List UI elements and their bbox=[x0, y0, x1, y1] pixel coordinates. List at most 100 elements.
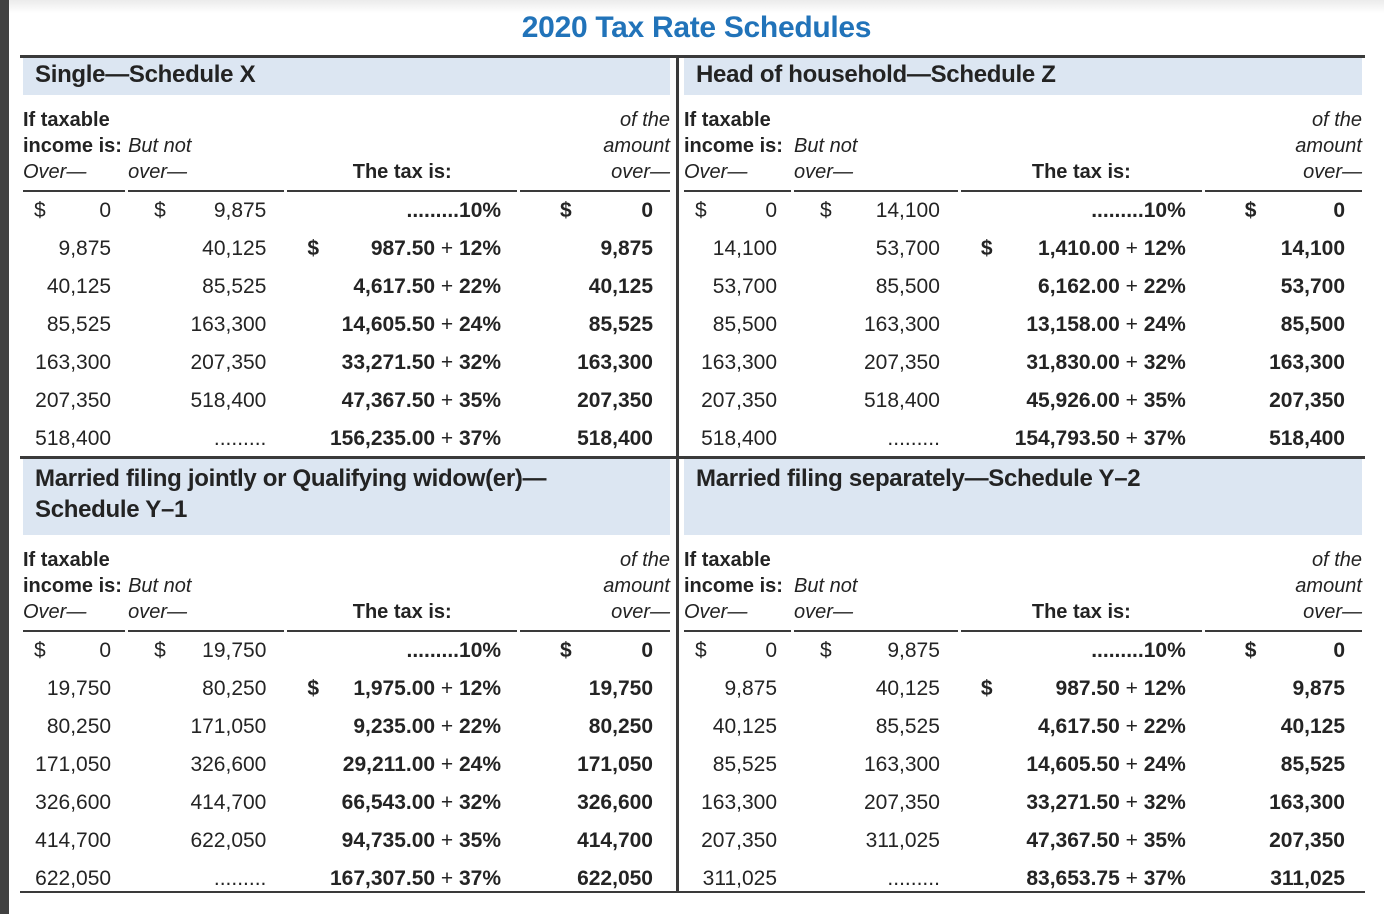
cell-value: 85,500 bbox=[712, 313, 778, 336]
tax-bracket-row: 40,125 85,525 4,617.50 + 22% 40,125 bbox=[684, 708, 1362, 746]
bracket-of-amount-over: 326,600 bbox=[520, 784, 670, 822]
cell-value: 1,975.00 + 12% bbox=[353, 677, 502, 700]
cell-value: 9,875 bbox=[58, 237, 112, 260]
bracket-over-amount: 207,350 bbox=[23, 382, 125, 420]
dollar-sign: $ bbox=[560, 199, 572, 222]
cell-value: 207,350 bbox=[190, 351, 267, 374]
cell-value: 0 bbox=[641, 639, 653, 662]
bracket-but-not-over-amount: $9,875 bbox=[794, 632, 958, 670]
bracket-tax-formula: .........10% bbox=[961, 632, 1202, 670]
dollar-sign: $ bbox=[307, 237, 320, 260]
cell-value: 4,617.50 + 22% bbox=[353, 275, 502, 298]
dollar-sign: $ bbox=[820, 639, 832, 662]
cell-value: 80,250 bbox=[46, 715, 112, 738]
col-header-amount-over: of the amount over— bbox=[520, 95, 670, 192]
cell-value: 414,700 bbox=[577, 829, 653, 852]
bracket-of-amount-over: 622,050 bbox=[520, 860, 670, 898]
bracket-tax-formula: $1,975.00 + 12% bbox=[287, 670, 517, 708]
cell-value: 4,617.50 + 22% bbox=[1038, 715, 1186, 738]
bracket-tax-formula: 6,162.00 + 22% bbox=[961, 268, 1202, 306]
cell-value: 171,050 bbox=[35, 753, 112, 776]
bracket-of-amount-over: 40,125 bbox=[1205, 708, 1362, 746]
col-header-amount-over: of the amount over— bbox=[520, 535, 670, 632]
dollar-sign: $ bbox=[695, 199, 707, 222]
bracket-over-amount: 80,250 bbox=[23, 708, 125, 746]
cell-value: 163,300 bbox=[190, 313, 267, 336]
cell-value: 163,300 bbox=[35, 351, 112, 374]
tax-bracket-row: 163,300 207,350 33,271.50 + 32% 163,300 bbox=[684, 784, 1362, 822]
schedule-x-table: Single—Schedule X If taxable income is: … bbox=[20, 55, 673, 458]
dollar-sign: $ bbox=[820, 199, 832, 222]
bracket-over-amount: 85,525 bbox=[684, 746, 791, 784]
cell-value: 207,350 bbox=[577, 389, 653, 412]
cell-value: 311,025 bbox=[1270, 867, 1345, 890]
col-header-tax-is: The tax is: bbox=[960, 535, 1202, 632]
cell-value: 326,600 bbox=[35, 791, 112, 814]
bracket-of-amount-over: 85,525 bbox=[1205, 746, 1362, 784]
col-header-over: If taxable income is: Over— bbox=[684, 535, 792, 632]
bracket-over-amount: 163,300 bbox=[23, 344, 125, 382]
bracket-but-not-over-amount: 171,050 bbox=[128, 708, 284, 746]
cell-value: 518,400 bbox=[701, 427, 778, 450]
column-headers: If taxable income is: Over— But not over… bbox=[23, 535, 670, 632]
bracket-tax-formula: 47,367.50 + 35% bbox=[287, 382, 517, 420]
cell-value: 326,600 bbox=[190, 753, 267, 776]
bracket-over-amount: $0 bbox=[684, 632, 791, 670]
cell-value: 85,525 bbox=[875, 715, 940, 738]
cell-value: 622,050 bbox=[190, 829, 267, 852]
schedule-y1-title: Married filing jointly or Qualifying wid… bbox=[23, 458, 670, 535]
bracket-over-amount: 9,875 bbox=[684, 670, 791, 708]
tax-bracket-row: $0 $9,875 .........10% $0 bbox=[684, 632, 1362, 670]
schedule-title-line1: Married filing jointly or Qualifying wid… bbox=[35, 465, 547, 492]
bracket-tax-formula: 9,235.00 + 22% bbox=[287, 708, 517, 746]
cell-value: 518,400 bbox=[35, 427, 112, 450]
bracket-of-amount-over: 207,350 bbox=[1205, 822, 1362, 860]
tax-bracket-row: 163,300 207,350 33,271.50 + 32% 163,300 bbox=[23, 344, 670, 382]
tax-bracket-row: 207,350 518,400 45,926.00 + 35% 207,350 bbox=[684, 382, 1362, 420]
dollar-sign: $ bbox=[980, 677, 993, 700]
cell-value: 163,300 bbox=[701, 791, 778, 814]
schedule-y2-rows: $0 $9,875 .........10% $0 9,875 40,125 $987.50… bbox=[684, 632, 1362, 898]
tax-bracket-row: 85,525 163,300 14,605.50 + 24% 85,525 bbox=[684, 746, 1362, 784]
col-header-but-not-over: But not over— bbox=[128, 535, 285, 632]
cell-value: 80,250 bbox=[202, 677, 267, 700]
bracket-tax-formula: 14,605.50 + 24% bbox=[287, 306, 517, 344]
cell-value: 14,605.50 + 24% bbox=[1026, 753, 1186, 776]
cell-value: 19,750 bbox=[202, 639, 267, 662]
cell-value: 207,350 bbox=[1269, 389, 1345, 412]
cell-value: 163,300 bbox=[577, 351, 653, 374]
cell-value: 622,050 bbox=[35, 867, 112, 890]
bracket-of-amount-over: 9,875 bbox=[1205, 670, 1362, 708]
bracket-over-amount: 40,125 bbox=[23, 268, 125, 306]
bracket-but-not-over-amount: ......... bbox=[794, 860, 958, 898]
bracket-over-amount: 171,050 bbox=[23, 746, 125, 784]
bracket-of-amount-over: 518,400 bbox=[1205, 420, 1362, 458]
bracket-over-amount: 19,750 bbox=[23, 670, 125, 708]
bracket-but-not-over-amount: 207,350 bbox=[794, 344, 958, 382]
cell-value: 311,025 bbox=[702, 867, 778, 890]
column-headers: If taxable income is: Over— But not over… bbox=[23, 95, 670, 192]
bracket-tax-formula: $987.50 + 12% bbox=[961, 670, 1202, 708]
cell-value: 0 bbox=[765, 639, 778, 662]
cell-value: 14,100 bbox=[1280, 237, 1345, 260]
bracket-of-amount-over: 80,250 bbox=[520, 708, 670, 746]
tax-bracket-row: 80,250 171,050 9,235.00 + 22% 80,250 bbox=[23, 708, 670, 746]
bracket-over-amount: 207,350 bbox=[684, 382, 791, 420]
bracket-of-amount-over: 40,125 bbox=[520, 268, 670, 306]
bracket-over-amount: 518,400 bbox=[684, 420, 791, 458]
bracket-tax-formula: 45,926.00 + 35% bbox=[961, 382, 1202, 420]
page-left-edge-bar bbox=[0, 0, 9, 914]
col-header-tax-is: The tax is: bbox=[287, 95, 518, 192]
bracket-but-not-over-amount: ......... bbox=[794, 420, 958, 458]
col-header-tax-is: The tax is: bbox=[287, 535, 518, 632]
cell-value: 171,050 bbox=[577, 753, 653, 776]
bracket-tax-formula: 29,211.00 + 24% bbox=[287, 746, 517, 784]
cell-value: 40,125 bbox=[875, 677, 940, 700]
cell-value: 207,350 bbox=[1269, 829, 1345, 852]
bracket-tax-formula: 83,653.75 + 37% bbox=[961, 860, 1202, 898]
page-title: 2020 Tax Rate Schedules bbox=[521, 11, 872, 44]
bracket-tax-formula: .........10% bbox=[287, 632, 517, 670]
bracket-tax-formula: 33,271.50 + 32% bbox=[287, 344, 517, 382]
bracket-tax-formula: 94,735.00 + 35% bbox=[287, 822, 517, 860]
bracket-but-not-over-amount: 85,525 bbox=[794, 708, 958, 746]
